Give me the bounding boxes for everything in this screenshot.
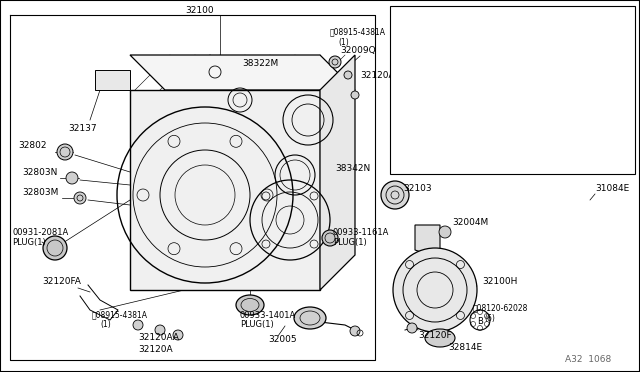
Circle shape (173, 330, 183, 340)
Polygon shape (130, 55, 355, 90)
Polygon shape (320, 55, 355, 290)
Text: 00933-1161A: 00933-1161A (333, 228, 389, 237)
Bar (390, 6, 635, 174)
Text: 00933-1401A: 00933-1401A (240, 311, 296, 320)
Circle shape (407, 323, 417, 333)
Text: 31084E: 31084E (595, 183, 629, 192)
Text: PLUG(1): PLUG(1) (12, 237, 45, 247)
Text: 32120F: 32120F (418, 330, 452, 340)
Text: 32103: 32103 (403, 183, 431, 192)
Text: 32802: 32802 (18, 141, 47, 150)
Text: B: B (477, 317, 483, 327)
Text: Ⓥ08915-4381A: Ⓥ08915-4381A (330, 28, 386, 36)
Ellipse shape (425, 329, 455, 347)
Circle shape (133, 320, 143, 330)
Text: 32803N: 32803N (22, 167, 58, 176)
Text: 32100: 32100 (186, 6, 214, 15)
Text: A/T CONTROL UNIT ASSY: A/T CONTROL UNIT ASSY (412, 34, 532, 44)
Text: 32009Q: 32009Q (340, 45, 376, 55)
Circle shape (350, 326, 360, 336)
Text: 32137: 32137 (68, 124, 97, 132)
Text: Ⓥ08915-4381A: Ⓥ08915-4381A (92, 311, 148, 320)
Circle shape (381, 181, 409, 209)
Circle shape (351, 91, 359, 99)
Text: 32005: 32005 (268, 336, 296, 344)
Circle shape (393, 248, 477, 332)
Text: PLUG(1): PLUG(1) (240, 321, 274, 330)
Ellipse shape (606, 87, 628, 117)
Text: 32004M: 32004M (452, 218, 488, 227)
Text: 31084E: 31084E (587, 36, 621, 45)
Text: PLUG(1): PLUG(1) (333, 237, 367, 247)
Circle shape (439, 226, 451, 238)
Polygon shape (415, 225, 440, 255)
Text: 32120FA: 32120FA (42, 278, 81, 286)
Text: 38342N: 38342N (335, 164, 371, 173)
Circle shape (322, 230, 338, 246)
Text: 32120A: 32120A (138, 346, 173, 355)
Circle shape (57, 144, 73, 160)
Text: 00931-2081A: 00931-2081A (12, 228, 68, 237)
Circle shape (329, 56, 341, 68)
Circle shape (74, 192, 86, 204)
Text: 32814E: 32814E (448, 343, 482, 353)
Text: (1): (1) (100, 321, 111, 330)
Circle shape (66, 172, 78, 184)
Text: 32803M: 32803M (22, 187, 58, 196)
Text: Ⓑ08120-62028: Ⓑ08120-62028 (473, 304, 529, 312)
Circle shape (155, 325, 165, 335)
Text: 38322M: 38322M (242, 58, 278, 67)
Circle shape (43, 236, 67, 260)
Circle shape (344, 71, 352, 79)
Polygon shape (95, 70, 130, 90)
Text: A32  1068: A32 1068 (565, 356, 611, 365)
Text: 32120AA: 32120AA (138, 334, 179, 343)
Ellipse shape (294, 307, 326, 329)
Text: (6): (6) (484, 314, 495, 323)
Text: 32120A: 32120A (360, 71, 395, 80)
Text: 32100H: 32100H (482, 278, 517, 286)
Text: (1): (1) (338, 38, 349, 46)
Polygon shape (130, 90, 320, 290)
Text: FOR VEHICLES WITHOUT: FOR VEHICLES WITHOUT (394, 20, 515, 30)
Ellipse shape (236, 295, 264, 315)
